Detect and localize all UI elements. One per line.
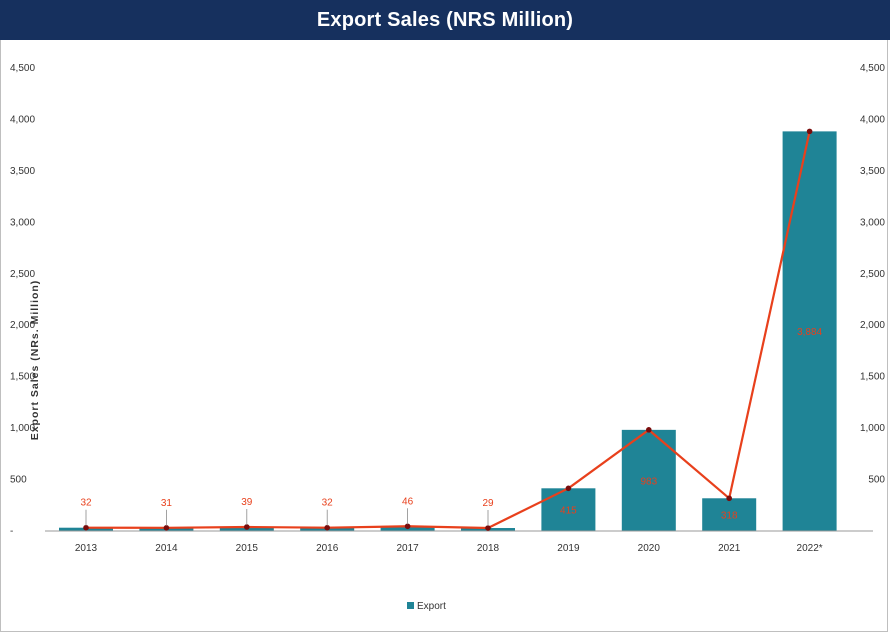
x-tick-label: 2016 <box>316 543 339 554</box>
legend-label-export: Export <box>417 601 446 612</box>
x-tick-label: 2018 <box>477 543 500 554</box>
x-tick-label: 2021 <box>718 543 741 554</box>
chart-frame: - 500 1,000 1,500 2,000 2,500 3,000 3,500 4,000 4… <box>0 40 888 632</box>
y-tick-right: 1,500 <box>860 372 885 383</box>
bar <box>541 488 596 531</box>
line-group <box>83 128 813 531</box>
line-marker <box>83 524 89 531</box>
export-sales-chart: - 500 1,000 1,500 2,000 2,500 3,000 3,500 4,000 4… <box>10 63 885 612</box>
y-axis-left: - 500 1,000 1,500 2,000 2,500 3,000 3,500 4,000 4… <box>10 63 35 537</box>
data-label: 31 <box>161 498 173 509</box>
line-series <box>85 131 811 530</box>
data-label: 29 <box>482 498 494 509</box>
x-tick-label: 2022* <box>797 543 823 554</box>
x-axis: 2013 2014 2015 2016 2017 2018 2019 2020 2021 2022… <box>45 530 873 554</box>
y-tick-right: 3,500 <box>860 166 885 177</box>
line-marker <box>726 495 732 502</box>
data-label: 415 <box>560 506 577 517</box>
data-label: 46 <box>402 496 414 507</box>
line-marker <box>565 485 572 492</box>
chart-title-bar: Export Sales (NRS Million) <box>0 0 890 40</box>
line-marker <box>404 523 411 530</box>
data-label: 32 <box>80 498 92 509</box>
x-tick-label: 2019 <box>557 543 580 554</box>
y-tick-left: 4,000 <box>10 114 35 125</box>
data-label: 318 <box>721 511 738 522</box>
y-tick-right: 500 <box>868 475 885 486</box>
line-marker <box>646 427 652 433</box>
legend-swatch-export <box>407 602 414 609</box>
line-marker <box>244 524 250 530</box>
y-axis-right: 500 1,000 1,500 2,000 2,500 3,000 3,500 4,000 4,… <box>860 63 885 486</box>
y-tick-right: 3,000 <box>860 217 885 228</box>
y-tick-left: 3,000 <box>10 217 35 228</box>
bar <box>702 498 757 531</box>
y-axis-label: Export Sales (NRs. Million) <box>29 280 41 441</box>
y-tick-right: 1,000 <box>860 423 885 434</box>
line-marker <box>806 128 813 135</box>
x-tick-label: 2017 <box>396 543 419 554</box>
x-tick-label: 2020 <box>638 543 661 554</box>
data-label: 983 <box>640 476 657 487</box>
data-labels-group: 32 31 39 32 46 29 415 983 318 3,884 <box>80 327 823 527</box>
y-tick-left: 2,500 <box>10 269 35 280</box>
x-tick-label: 2014 <box>155 543 178 554</box>
y-tick-left: 1,500 <box>10 372 35 383</box>
bar <box>621 429 676 531</box>
y-tick-left: 4,500 <box>10 63 35 74</box>
bars-group <box>59 131 837 531</box>
y-tick-left: 500 <box>10 475 27 486</box>
line-marker <box>485 525 491 531</box>
y-tick-right: 2,500 <box>860 269 885 280</box>
chart-title: Export Sales (NRS Million) <box>316 8 574 31</box>
y-tick-right: 4,500 <box>860 63 885 74</box>
x-tick-label: 2013 <box>75 543 98 554</box>
legend: Export <box>407 601 446 612</box>
y-tick-right: 2,000 <box>860 320 885 331</box>
y-tick-left: 2,000 <box>10 320 35 331</box>
y-tick-left: - <box>10 526 13 537</box>
data-label: 32 <box>322 498 334 509</box>
y-tick-left: 1,000 <box>10 423 35 434</box>
x-tick-label: 2015 <box>236 543 259 554</box>
data-label: 3,884 <box>797 327 822 338</box>
line-marker <box>163 525 170 531</box>
y-tick-left: 3,500 <box>10 166 35 177</box>
y-tick-right: 4,000 <box>860 114 885 125</box>
bar <box>782 131 837 531</box>
data-label: 39 <box>241 497 253 508</box>
line-marker <box>324 524 331 531</box>
